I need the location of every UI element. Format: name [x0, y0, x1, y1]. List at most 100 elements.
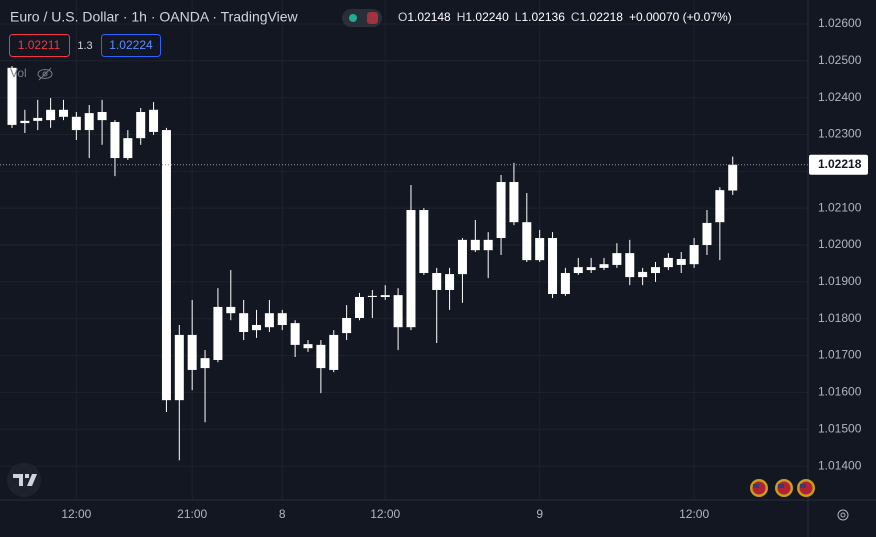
ohlc-legend: O1.02148 H1.02240 L1.02136 C1.02218 +0.00070…: [398, 10, 732, 24]
candle-body: [419, 210, 429, 274]
candle-body: [354, 296, 364, 318]
candle-body: [136, 112, 146, 139]
ohlc-key: H: [457, 10, 466, 24]
candle-body: [226, 306, 236, 314]
candle-body: [200, 358, 210, 369]
y-tick-label: 1.01800: [818, 311, 862, 325]
x-tick-label: 8: [279, 507, 286, 521]
candle-body: [612, 253, 622, 265]
y-tick-label: 1.01900: [818, 274, 862, 288]
y-tick-label: 1.02500: [818, 53, 862, 67]
status-icon: [367, 12, 378, 24]
change: +0.00070 (+0.07%): [629, 10, 732, 24]
tradingview-logo[interactable]: [7, 463, 41, 497]
ohlc-key: L: [515, 10, 522, 24]
y-tick-label: 1.02300: [818, 127, 862, 141]
candle-body: [252, 324, 262, 331]
candle-body: [110, 121, 120, 159]
candle-body: [97, 112, 107, 121]
hide-volume-icon[interactable]: [37, 67, 53, 81]
y-tick-label: 1.01400: [818, 458, 862, 472]
candle-body: [470, 239, 480, 251]
candle-body: [651, 267, 660, 274]
candle-body: [303, 344, 313, 349]
ohlc-value: 1.02148: [407, 10, 451, 24]
candle-body: [728, 164, 738, 191]
candle-body: [535, 238, 545, 261]
candle-body: [393, 295, 403, 328]
candle-body: [46, 109, 56, 121]
x-tick-label: 9: [536, 507, 543, 521]
y-tick-label: 1.01500: [818, 421, 862, 435]
candle-body: [445, 274, 455, 290]
volume-label: Vol: [10, 66, 27, 80]
ohlc-key: C: [571, 10, 580, 24]
candle-body: [406, 210, 416, 328]
buy-button[interactable]: [101, 34, 161, 57]
buy-price[interactable]: 1.02224: [109, 38, 153, 52]
candle-body: [342, 317, 352, 334]
candle-body: [483, 239, 493, 251]
candle-body: [290, 323, 300, 345]
candle-body: [213, 306, 223, 360]
candle-body: [329, 334, 339, 370]
candle-body: [316, 344, 326, 369]
ohlc-value: 1.02240: [465, 10, 509, 24]
y-tick-label: 1.02000: [818, 237, 862, 251]
candle-body: [161, 130, 171, 401]
candle-body: [264, 313, 274, 328]
y-tick-label: 1.01600: [818, 385, 862, 399]
market-open-dot: [349, 14, 357, 22]
spread: 1.3: [77, 40, 92, 52]
symbol-title[interactable]: Euro / U.S. Dollar · 1h · OANDA · Tradin…: [10, 9, 299, 25]
candle-body: [432, 273, 442, 290]
current-price-tag: [809, 154, 868, 175]
x-tick-label: 12:00: [679, 507, 709, 521]
ohlc-value: 1.02218: [580, 10, 624, 24]
candle-body: [586, 267, 596, 271]
candle-body: [560, 273, 570, 295]
candle-body: [638, 271, 648, 278]
candle-body: [496, 182, 506, 239]
candle-body: [367, 295, 377, 297]
candle-body: [84, 113, 94, 131]
current-price: 1.02218: [818, 157, 862, 171]
candle-body: [239, 313, 249, 332]
candle-body: [123, 138, 133, 159]
candle-body: [20, 120, 30, 124]
candle-body: [548, 238, 558, 295]
candle-body: [58, 109, 68, 117]
candle-body: [689, 245, 699, 265]
settings-icon[interactable]: [837, 509, 849, 521]
candle-body: [71, 116, 81, 131]
candle-body: [663, 257, 673, 268]
sell-price[interactable]: 1.02211: [18, 38, 61, 52]
candle-body: [702, 222, 712, 246]
candle-body: [509, 182, 519, 223]
candles: [7, 65, 738, 461]
candle-body: [522, 222, 532, 261]
candle-body: [7, 67, 17, 125]
candle-body: [33, 117, 43, 121]
y-tick-label: 1.02100: [818, 200, 862, 214]
x-tick-label: 12:00: [61, 507, 91, 521]
candle-body: [380, 295, 390, 297]
candle-body: [625, 253, 635, 278]
candle-body: [457, 239, 467, 275]
candle-body: [573, 267, 583, 274]
event-icons[interactable]: [750, 479, 815, 497]
candle-body: [277, 313, 287, 325]
candle-body: [174, 334, 184, 401]
y-tick-label: 1.01700: [818, 348, 862, 362]
y-tick-label: 1.02600: [818, 16, 862, 30]
sell-button[interactable]: [9, 34, 70, 57]
ohlc-value: 1.02136: [521, 10, 565, 24]
candle-body: [187, 334, 197, 370]
x-tick-label: 12:00: [370, 507, 400, 521]
x-tick-label: 21:00: [177, 507, 207, 521]
ohlc-key: O: [398, 10, 407, 24]
y-tick-label: 1.02400: [818, 90, 862, 104]
